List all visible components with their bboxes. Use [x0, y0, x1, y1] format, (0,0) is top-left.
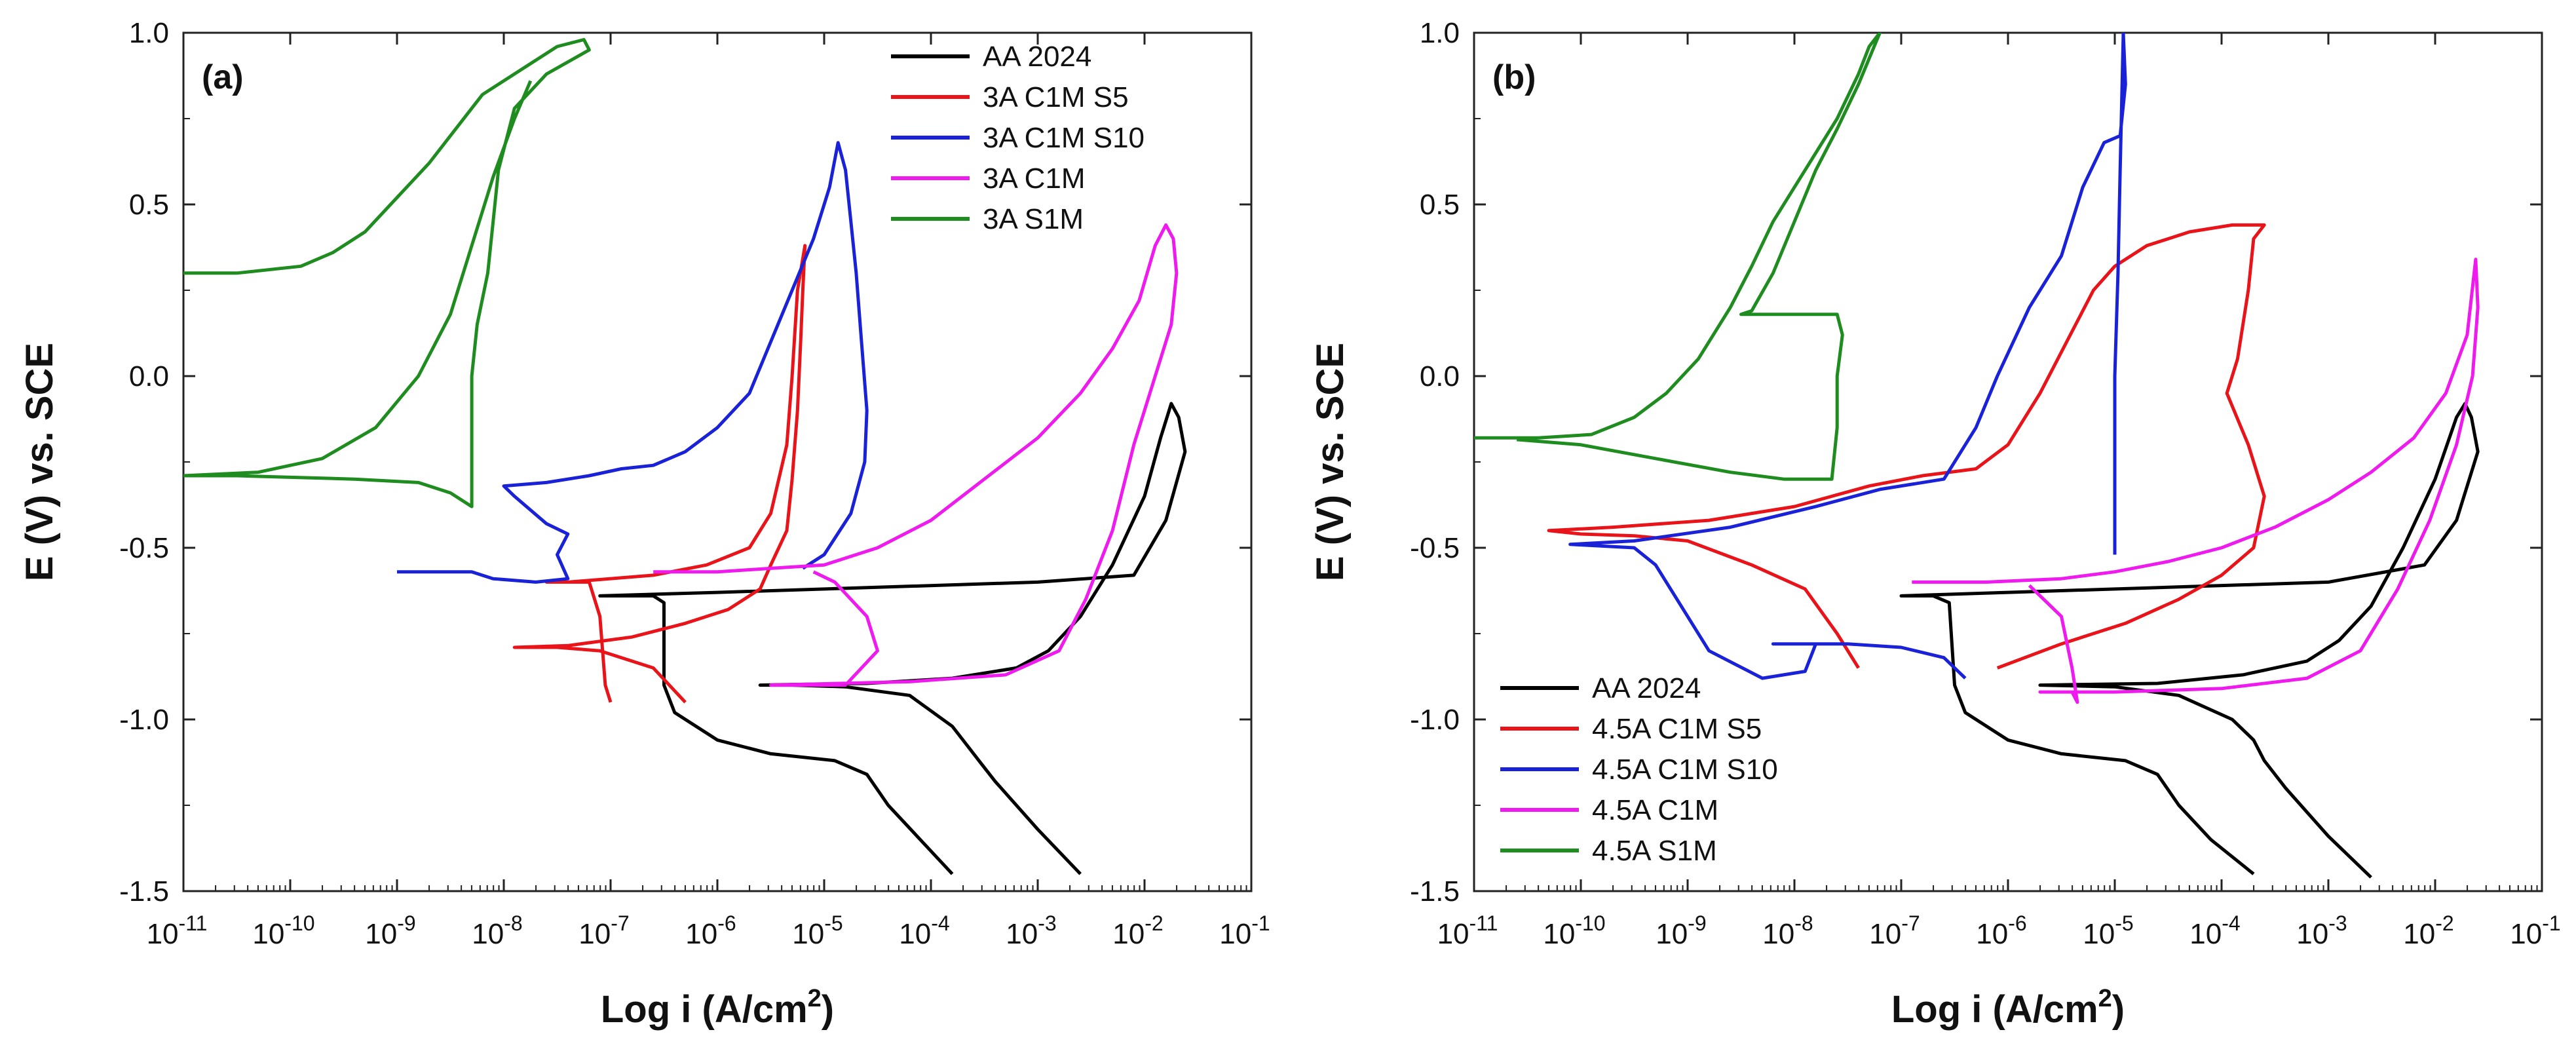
y-axis-label: E (V) vs. SCE — [1309, 343, 1352, 581]
y-tick-label: -0.5 — [119, 532, 169, 564]
x-tick-label: 10-9 — [1656, 911, 1706, 950]
panel-label: (a) — [202, 58, 244, 96]
panel-0: 10-11 10-10 10-9 10-8 10-7 10-6 10-5 10-4 10-3 10… — [18, 17, 1270, 1031]
x-tick-label: 10-11 — [147, 911, 208, 950]
legend-entry: 3A S1M — [983, 203, 1084, 235]
y-tick-label: 0.0 — [1420, 360, 1460, 392]
y-tick-label: 0.5 — [129, 189, 169, 221]
y-tick-label: 0.0 — [129, 360, 169, 392]
y-tick-label: 0.5 — [1420, 189, 1460, 221]
x-tick-label: 10-6 — [685, 911, 736, 950]
y-tick-label: -0.5 — [1410, 532, 1460, 564]
x-tick-label: 10-1 — [2510, 911, 2560, 950]
x-tick-label: 10-10 — [252, 911, 314, 950]
panel-1: 10-11 10-10 10-9 10-8 10-7 10-6 10-5 10-4 10-3 10… — [1309, 17, 2561, 1031]
legend-entry: 3A C1M — [983, 162, 1086, 195]
x-tick-label: 10-3 — [1006, 911, 1056, 950]
y-tick-label: 1.0 — [1420, 17, 1460, 49]
y-axis-label: E (V) vs. SCE — [18, 343, 61, 581]
y-tick-label: 1.0 — [129, 17, 169, 49]
x-tick-label: 10-11 — [1437, 911, 1498, 950]
x-tick-label: 10-2 — [1112, 911, 1163, 950]
x-tick-label: 10-10 — [1543, 911, 1605, 950]
y-tick-label: -1.5 — [119, 875, 169, 908]
series-line-4-5a-c1m-s5 — [1547, 223, 2266, 670]
series-line-4-5a-s1m — [1474, 33, 1882, 481]
x-tick-label: 10-1 — [1219, 911, 1270, 950]
x-tick-label: 10-4 — [899, 911, 949, 950]
x-axis-label: Log i (A/cm2) — [601, 985, 834, 1031]
x-tick-label: 10-8 — [472, 911, 522, 950]
x-tick-label: 10-8 — [1762, 911, 1813, 950]
panel-label: (b) — [1492, 58, 1536, 96]
legend-entry: AA 2024 — [983, 41, 1091, 73]
x-axis-label: Log i (A/cm2) — [1891, 985, 2125, 1031]
series-group — [1474, 33, 2480, 879]
series-line-3a-c1m-s10 — [397, 141, 869, 584]
legend-entry: AA 2024 — [1592, 672, 1701, 704]
x-tick-label: 10-6 — [1976, 911, 2026, 950]
series-line-3a-s1m — [183, 38, 591, 508]
x-tick-label: 10-3 — [2296, 911, 2347, 950]
legend-entry: 4.5A S1M — [1592, 835, 1717, 867]
legend-entry: 4.5A C1M S10 — [1592, 754, 1778, 786]
series-line-aa-2024 — [598, 402, 1187, 875]
plot-frame — [182, 31, 1253, 892]
x-tick-label: 10-9 — [365, 911, 415, 950]
legend-entry: 3A C1M S10 — [983, 122, 1145, 154]
series-group — [183, 38, 1187, 875]
series-line-3a-c1m — [653, 223, 1179, 687]
legend-entry: 3A C1M S5 — [983, 81, 1129, 113]
series-line-4-5a-c1m — [1912, 258, 2480, 704]
y-tick-label: -1.5 — [1410, 875, 1460, 908]
series-line-4-5a-c1m-s10 — [1568, 33, 2127, 680]
legend-entry: 4.5A C1M — [1592, 794, 1718, 826]
x-tick-label: 10-7 — [1869, 911, 1920, 950]
x-tick-label: 10-2 — [2403, 911, 2453, 950]
x-tick-label: 10-5 — [792, 911, 843, 950]
series-line-aa-2024 — [1899, 402, 2480, 879]
y-tick-label: -1.0 — [1410, 704, 1460, 736]
series-line-3a-c1m-s5 — [512, 244, 807, 704]
x-tick-label: 10-4 — [2189, 911, 2240, 950]
x-tick-label: 10-7 — [578, 911, 629, 950]
legend-entry: 4.5A C1M S5 — [1592, 713, 1762, 745]
y-tick-label: -1.0 — [119, 704, 169, 736]
x-tick-label: 10-5 — [2083, 911, 2133, 950]
